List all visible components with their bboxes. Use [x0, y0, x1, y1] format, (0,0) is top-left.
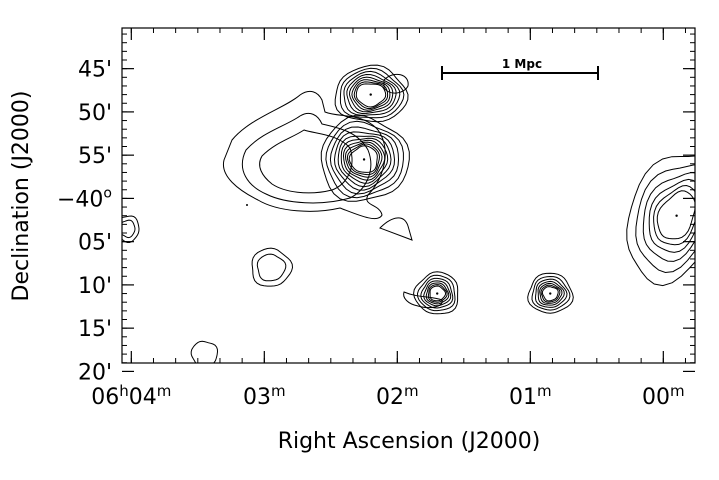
contour-source-src-east-elongated [626, 155, 695, 287]
contour-level [256, 253, 287, 282]
contour-level [539, 282, 563, 304]
peak-marker [362, 158, 366, 161]
diffuse-emission [222, 73, 443, 309]
y-tick-label: 15' [78, 317, 112, 342]
contour-level [642, 172, 695, 262]
diffuse-contour [403, 291, 443, 309]
contour-level [540, 284, 561, 303]
y-tick-labels: 45' 50' 55' −40o 05' 10' 15' 20' [57, 58, 112, 386]
contour-level [343, 70, 401, 116]
contour-layer [122, 64, 719, 379]
diffuse-contour [259, 129, 353, 194]
contour-level [122, 215, 140, 243]
contour-level [337, 135, 392, 188]
y-tick-label: 10' [78, 274, 112, 299]
y-tick-label: 45' [78, 58, 112, 83]
peak-marker [369, 93, 372, 96]
x-axis-title: Right Ascension (J2000) [278, 429, 541, 454]
contour-level [325, 120, 404, 199]
contour-level [355, 83, 387, 108]
contour-source-src-far-west-small [190, 340, 219, 363]
contour-level [346, 143, 381, 176]
contour-source-src-south-left [413, 271, 459, 315]
contour-level [416, 274, 456, 312]
contour-source-src-edge-left [122, 215, 140, 243]
peak-marker [675, 214, 678, 217]
plot-frame [121, 27, 696, 364]
contour-level [626, 155, 695, 287]
contour-level [635, 164, 695, 274]
contour-level [342, 139, 386, 181]
axis-ticks [122, 28, 695, 373]
x-tick-label: 02m [376, 382, 419, 410]
contour-source-src-bottom-right [698, 354, 719, 379]
contour-level [351, 79, 391, 111]
contour-level [333, 131, 396, 191]
y-tick-label: −40o [57, 185, 112, 212]
contour-level [534, 278, 568, 308]
contour-level [413, 271, 459, 315]
contour-level [698, 354, 719, 379]
contour-level [648, 178, 695, 253]
contour-level [537, 280, 565, 306]
y-tick-label: 05' [78, 231, 112, 256]
contour-level [334, 64, 409, 123]
contour-level [705, 359, 719, 375]
contour-level [348, 76, 394, 113]
y-tick-label: 50' [78, 101, 112, 126]
contour-level [329, 126, 400, 195]
contour-level [656, 190, 695, 240]
contour-sources [122, 64, 719, 379]
contour-level [348, 145, 378, 173]
diffuse-contour [383, 73, 409, 94]
contour-level [346, 73, 397, 115]
x-tick-labels: 06h04m03m02m01m00m05h59m [91, 382, 685, 410]
x-tick-label: 00m [642, 382, 685, 410]
peak-marker [436, 292, 439, 295]
contour-level [420, 277, 454, 309]
y-tick-label: 55' [78, 144, 112, 169]
diffuse-contour [379, 217, 413, 241]
x-tick-label: 06h04m [91, 382, 171, 410]
contour-source-src-central-bright [320, 114, 410, 202]
contour-source-src-west-small [251, 247, 294, 287]
contour-level [339, 67, 405, 119]
contour-source-src-south-mid [527, 272, 574, 314]
x-tick-label: 03m [243, 382, 286, 410]
x-tick-label: 01m [509, 382, 552, 410]
y-axis-title: Declination (J2000) [9, 91, 34, 302]
contour-source-src-north-west [334, 64, 409, 123]
y-tick-label: 20' [78, 360, 112, 385]
contour-level [531, 275, 571, 311]
scale-bar-label: 1 Mpc [502, 57, 542, 71]
diffuse-contour [222, 90, 386, 220]
contour-level [353, 81, 389, 109]
peak-marker [549, 292, 552, 295]
diffuse-contour [241, 112, 372, 204]
contour-level [653, 184, 695, 246]
contour-level [251, 247, 294, 287]
noise-dot [246, 204, 248, 206]
contour-level [541, 286, 559, 302]
scale-bar: 1 Mpc [441, 57, 599, 80]
contour-level [190, 340, 219, 363]
contour-level [320, 114, 410, 202]
contour-level [340, 137, 389, 184]
contour-level [423, 280, 452, 307]
contour-level [527, 272, 574, 314]
contour-level [344, 141, 383, 178]
contour-level [122, 219, 136, 239]
